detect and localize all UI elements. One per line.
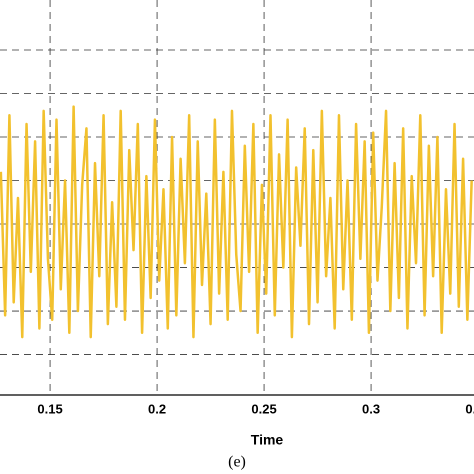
x-tick-label: 0.25: [251, 401, 276, 416]
x-tick-label: 0.35: [465, 401, 474, 416]
x-tick-label: 0.15: [37, 401, 62, 416]
x-tick-label: 0.2: [148, 401, 166, 416]
x-tick-label: 0.3: [362, 401, 380, 416]
x-axis-label: Time: [251, 432, 284, 448]
signal-line: [0, 105, 473, 339]
caption: (e): [228, 454, 246, 471]
